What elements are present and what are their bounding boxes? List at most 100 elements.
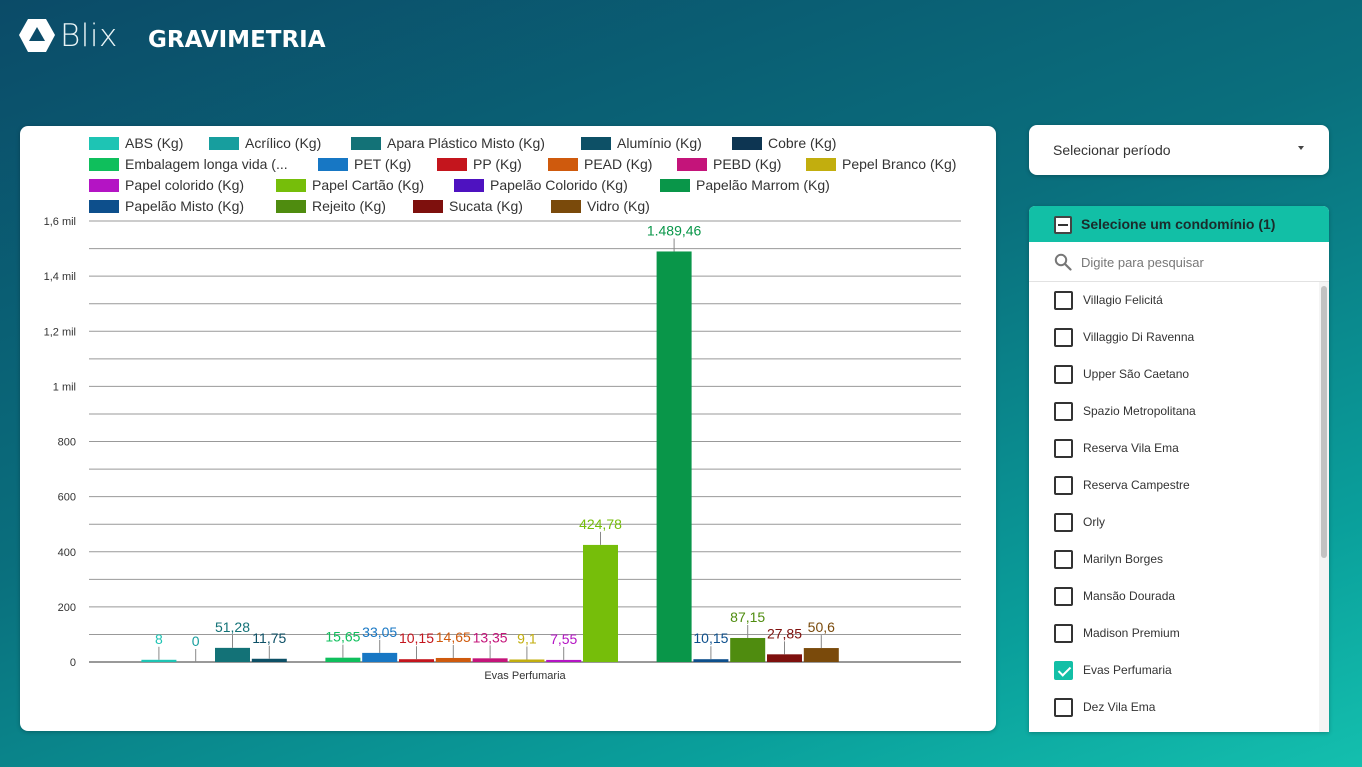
bar — [325, 657, 361, 662]
checkbox-icon[interactable] — [1054, 587, 1073, 606]
checkbox-icon[interactable] — [1054, 698, 1073, 717]
legend-swatch — [677, 158, 707, 171]
legend-label: Papel Cartão (Kg) — [312, 177, 424, 193]
legend-swatch — [551, 200, 581, 213]
indeterminate-checkbox-icon[interactable] — [1054, 216, 1072, 234]
bar — [509, 659, 545, 662]
condo-list-item[interactable]: Dez Vila Ema — [1029, 689, 1319, 726]
legend-label: ABS (Kg) — [125, 135, 183, 151]
bar — [399, 659, 434, 662]
condo-list-item-label: Upper São Caetano — [1083, 367, 1190, 381]
condo-list-item[interactable]: Marilyn Borges — [1029, 541, 1319, 578]
y-tick-label: 600 — [58, 492, 76, 504]
bar-value-label: 13,35 — [473, 629, 508, 645]
legend-label: Cobre (Kg) — [768, 135, 836, 151]
y-tick-label: 400 — [58, 547, 76, 559]
caret-down-icon — [1298, 146, 1304, 150]
legend-label: Embalagem longa vida (... — [125, 156, 288, 172]
bar — [215, 647, 250, 662]
checkbox-icon[interactable] — [1054, 402, 1073, 421]
scrollbar-thumb[interactable] — [1321, 286, 1327, 558]
legend-swatch — [413, 200, 443, 213]
bar-value-label: 27,85 — [767, 625, 802, 641]
checkbox-icon[interactable] — [1054, 291, 1073, 310]
bar — [546, 659, 582, 662]
legend-label: Acrílico (Kg) — [245, 135, 321, 151]
legend-swatch — [548, 158, 578, 171]
checkbox-icon[interactable] — [1054, 624, 1073, 643]
condo-list-item-label: Spazio Metropolitana — [1083, 404, 1196, 418]
condo-list-item-label: Orly — [1083, 515, 1105, 529]
y-tick-label: 1 mil — [53, 381, 76, 393]
condo-filter-panel: Selecione um condomínio (1) Villagio Fel… — [1029, 206, 1329, 732]
condo-list-item[interactable]: Villagio Felicitá — [1029, 282, 1319, 319]
legend-swatch — [209, 137, 239, 150]
condo-list-item-label: Villaggio Di Ravenna — [1083, 330, 1195, 344]
search-icon — [1054, 253, 1072, 271]
condo-filter-header[interactable]: Selecione um condomínio (1) — [1029, 206, 1329, 242]
legend-swatch — [660, 179, 690, 192]
bar — [583, 544, 618, 662]
condo-list-item[interactable]: Madison Premium — [1029, 615, 1319, 652]
condo-list-item[interactable]: Upper São Caetano — [1029, 356, 1319, 393]
bar-value-label: 0 — [192, 633, 200, 649]
bar-value-label: 87,15 — [730, 609, 765, 625]
condo-list-item-label: Evas Perfumaria — [1083, 663, 1172, 677]
bar — [767, 654, 802, 662]
bar — [435, 657, 471, 662]
legend-swatch — [276, 200, 306, 213]
checkbox-icon[interactable] — [1054, 513, 1073, 532]
condo-list-item[interactable]: Evas Perfumaria — [1029, 652, 1319, 689]
checkbox-icon[interactable] — [1054, 365, 1073, 384]
legend-label: Apara Plástico Misto (Kg) — [387, 135, 545, 151]
y-tick-label: 1,6 mil — [44, 216, 76, 228]
bar — [362, 652, 398, 662]
bar — [730, 637, 766, 662]
condo-list-item[interactable]: Mansão Dourada — [1029, 578, 1319, 615]
y-tick-label: 1,4 mil — [44, 271, 76, 283]
legend-label: PEBD (Kg) — [713, 156, 781, 172]
bar — [472, 658, 508, 662]
legend-swatch — [581, 137, 611, 150]
y-tick-label: 1,2 mil — [44, 326, 76, 338]
legend-label: PP (Kg) — [473, 156, 522, 172]
condo-list-item-label: Marilyn Borges — [1083, 552, 1164, 566]
checkbox-icon[interactable] — [1054, 550, 1073, 569]
legend-label: Papelão Misto (Kg) — [125, 198, 244, 214]
gravimetry-chart: ABS (Kg) Acrílico (Kg) Apara Plástico Mist… — [20, 126, 996, 731]
condo-list-item[interactable]: Spazio Metropolitana — [1029, 393, 1319, 430]
condo-list-item-label: Dez Vila Ema — [1083, 700, 1156, 714]
condo-list-item[interactable]: Reserva Campestre — [1029, 467, 1319, 504]
checked-checkbox-icon[interactable] — [1054, 661, 1073, 680]
legend-swatch — [89, 158, 119, 171]
bar — [693, 659, 729, 662]
legend-swatch — [89, 200, 119, 213]
legend-label: Papel colorido (Kg) — [125, 177, 244, 193]
condo-list-item[interactable]: Orly — [1029, 504, 1319, 541]
bar-value-label: 424,78 — [579, 516, 622, 532]
bar-value-label: 14,65 — [436, 629, 471, 645]
y-tick-label: 0 — [70, 657, 76, 669]
bar-value-label: 10,15 — [693, 630, 728, 646]
bar-value-label: 33,05 — [362, 624, 397, 640]
legend-swatch — [276, 179, 306, 192]
checkbox-icon[interactable] — [1054, 476, 1073, 495]
condo-search — [1029, 242, 1329, 282]
condo-list-item[interactable]: Villaggio Di Ravenna — [1029, 319, 1319, 356]
condo-list: Villagio Felicitá Villaggio Di Ravenna Upp… — [1029, 282, 1319, 732]
legend-label: PEAD (Kg) — [584, 156, 652, 172]
legend-swatch — [437, 158, 467, 171]
scrollbar[interactable] — [1319, 282, 1329, 732]
checkbox-icon[interactable] — [1054, 328, 1073, 347]
condo-list-item-label: Reserva Vila Ema — [1083, 441, 1179, 455]
condo-list-item[interactable]: Reserva Vila Ema — [1029, 430, 1319, 467]
bar-value-label: 10,15 — [399, 630, 434, 646]
y-tick-label: 800 — [58, 437, 76, 449]
legend-label: Alumínio (Kg) — [617, 135, 702, 151]
bar-value-label: 15,65 — [325, 629, 360, 645]
legend-swatch — [732, 137, 762, 150]
checkbox-icon[interactable] — [1054, 439, 1073, 458]
condo-search-input[interactable] — [1081, 252, 1311, 272]
period-selector[interactable]: Selecionar período — [1029, 125, 1329, 175]
bar — [803, 648, 839, 662]
